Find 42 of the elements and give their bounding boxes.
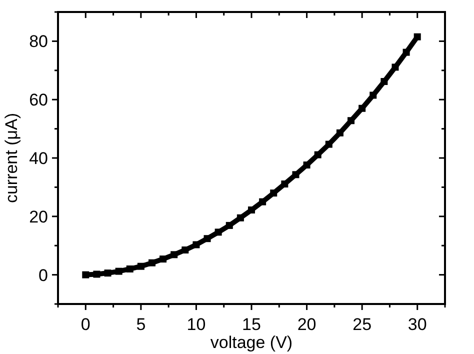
- x-tick-label: 15: [242, 315, 261, 334]
- point: [126, 265, 134, 272]
- point: [392, 64, 399, 71]
- point: [380, 78, 388, 85]
- y-tick-label: 60: [29, 90, 48, 110]
- point: [292, 171, 300, 178]
- point: [336, 129, 344, 136]
- point: [314, 151, 322, 158]
- x-tick-label: 25: [352, 315, 372, 334]
- y-axis-title: current (μA): [2, 112, 21, 204]
- point: [160, 256, 167, 263]
- point: [148, 259, 156, 266]
- point: [281, 180, 288, 188]
- y-tick-label: 40: [29, 148, 48, 168]
- point: [226, 222, 233, 229]
- x-tick-label: 5: [136, 315, 146, 334]
- point: [370, 92, 377, 99]
- y-tick-label: 80: [29, 32, 48, 52]
- y-tick-label: 0: [38, 266, 48, 285]
- point: [402, 48, 410, 56]
- point: [270, 190, 278, 197]
- point: [82, 271, 90, 278]
- point: [358, 104, 366, 112]
- point: [414, 33, 421, 40]
- point: [303, 162, 310, 169]
- point: [236, 214, 244, 222]
- y-tick-label: 20: [29, 207, 48, 226]
- x-tick-label: 0: [80, 315, 90, 334]
- point: [259, 198, 266, 206]
- point: [170, 251, 178, 258]
- point: [192, 241, 200, 248]
- point: [325, 140, 332, 148]
- x-tick-label: 20: [297, 315, 316, 334]
- point: [204, 235, 211, 242]
- point: [137, 262, 144, 270]
- point: [348, 117, 355, 124]
- x-tick-label: 10: [186, 315, 206, 334]
- point: [248, 206, 255, 214]
- point: [214, 228, 222, 236]
- x-axis-title: voltage (V): [210, 333, 293, 352]
- x-tick-label: 30: [408, 315, 427, 334]
- point: [182, 246, 189, 254]
